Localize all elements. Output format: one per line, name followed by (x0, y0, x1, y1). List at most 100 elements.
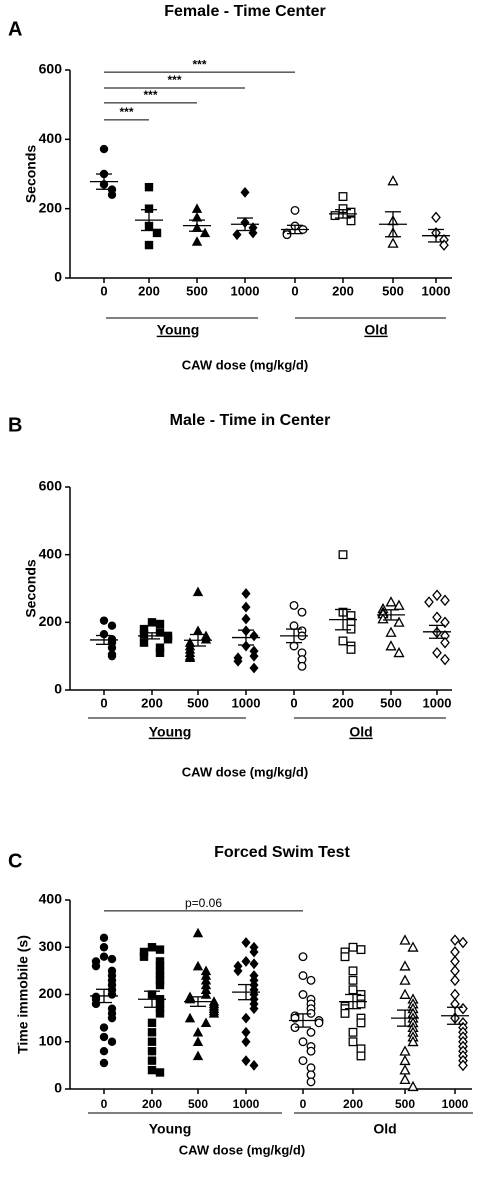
data-point (249, 958, 259, 970)
data-point (440, 594, 450, 607)
data-point (297, 661, 307, 671)
group-label: Young (149, 724, 192, 740)
data-point (399, 1064, 411, 1075)
data-point (399, 988, 411, 999)
data-point (147, 1065, 157, 1075)
y-tick-label: 0 (54, 269, 62, 285)
data-point (387, 237, 399, 248)
data-point (241, 956, 251, 967)
x-tick-label: 1000 (442, 1097, 469, 1111)
data-point (432, 611, 442, 624)
data-point (155, 945, 165, 954)
data-point (192, 586, 204, 597)
data-point (314, 1018, 324, 1028)
data-point (407, 941, 419, 952)
y-tick-label: 100 (39, 1032, 63, 1048)
data-point (289, 641, 299, 651)
data-point (399, 1054, 411, 1066)
data-point (432, 646, 442, 659)
significance-label: *** (143, 88, 157, 102)
data-point (393, 616, 405, 627)
data-point (192, 927, 204, 938)
x-tick-label: 0 (291, 283, 298, 298)
x-axis-label: CAW dose (mg/kg/d) (182, 764, 308, 779)
y-tick-label: 0 (54, 681, 62, 697)
data-point (99, 933, 109, 942)
data-point (348, 1037, 358, 1047)
data-point (99, 1032, 109, 1042)
x-tick-label: 500 (382, 283, 404, 298)
data-point (306, 1027, 316, 1037)
y-tick-label: 600 (39, 61, 63, 77)
x-tick-label: 1000 (233, 1097, 260, 1111)
x-axis-label: CAW dose (mg/kg/d) (179, 1142, 305, 1157)
data-point (424, 596, 434, 608)
data-point (346, 644, 356, 654)
x-tick-label: 0 (100, 283, 107, 298)
data-point (356, 1018, 366, 1028)
group-label: Old (373, 1121, 396, 1137)
data-point (107, 1013, 117, 1023)
data-point (249, 630, 259, 642)
data-point (99, 1023, 109, 1032)
data-point (249, 650, 259, 662)
data-point (450, 974, 460, 987)
data-point (348, 966, 358, 976)
data-point (385, 596, 397, 607)
data-point (99, 943, 109, 952)
data-point (249, 946, 259, 958)
data-point (399, 1045, 411, 1056)
data-point (144, 182, 154, 192)
data-point (346, 624, 356, 634)
data-point (450, 934, 460, 946)
data-point (439, 239, 449, 251)
x-tick-label: 200 (332, 283, 354, 298)
data-point (163, 635, 173, 644)
data-point (393, 646, 405, 658)
data-point (155, 980, 165, 990)
chart-title: Forced Swim Test (214, 844, 350, 861)
data-point (377, 613, 389, 624)
chart-title: Male - Time in Center (170, 412, 331, 429)
data-point (348, 1027, 358, 1037)
data-point (147, 943, 157, 952)
data-point (155, 619, 165, 629)
data-point (248, 227, 258, 239)
x-tick-label: 0 (290, 695, 297, 710)
data-point (191, 203, 203, 213)
data-point (298, 971, 308, 981)
data-point (107, 1037, 117, 1046)
data-point (233, 655, 243, 667)
data-point (458, 1059, 468, 1072)
x-tick-label: 500 (186, 283, 208, 298)
data-point (184, 652, 196, 663)
data-point (399, 934, 411, 945)
data-point (147, 1047, 157, 1056)
data-point (289, 621, 299, 631)
data-point (147, 1056, 157, 1065)
data-point (241, 1012, 251, 1024)
data-point (152, 228, 162, 238)
x-tick-label: 200 (332, 695, 354, 710)
data-point (338, 550, 348, 560)
data-point (192, 625, 204, 635)
x-tick-label: 0 (100, 695, 107, 710)
data-point (232, 229, 242, 241)
data-point (393, 599, 405, 610)
data-point (458, 936, 468, 949)
data-point (155, 1068, 165, 1077)
group-label: Young (157, 322, 200, 338)
x-tick-label: 1000 (232, 695, 261, 710)
data-point (282, 230, 292, 240)
data-point (385, 640, 397, 651)
data-point (330, 211, 340, 221)
data-point (139, 638, 149, 647)
x-tick-label: 200 (343, 1097, 363, 1111)
data-point (450, 988, 460, 1001)
data-point (346, 207, 356, 217)
panel-label: B (8, 414, 22, 436)
x-tick-label: 1000 (423, 695, 452, 710)
x-tick-label: 500 (187, 695, 209, 710)
significance-label: p=0.06 (185, 896, 222, 910)
data-point (298, 1056, 308, 1066)
